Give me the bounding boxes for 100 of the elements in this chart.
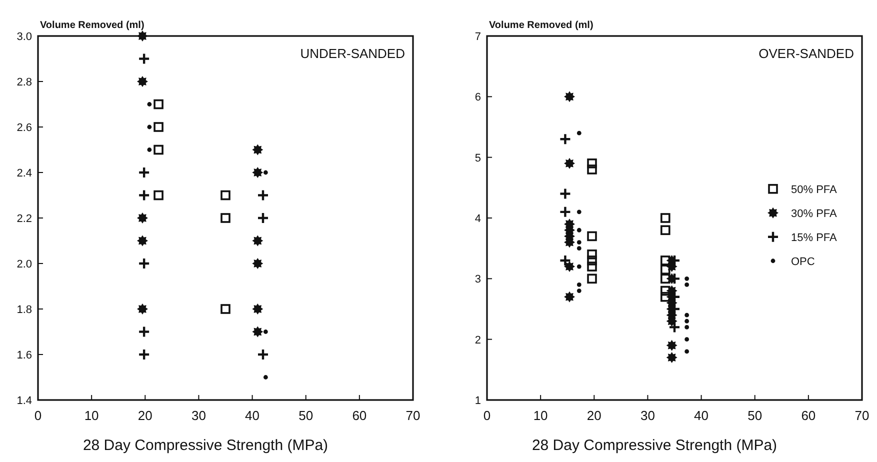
point	[660, 225, 670, 236]
point	[666, 261, 678, 272]
point	[576, 210, 582, 214]
x-tick-label: 70	[854, 408, 870, 423]
y-tick-label: 2.4	[16, 168, 32, 180]
point	[252, 304, 264, 314]
x-tick-label: 0	[483, 408, 491, 423]
point	[136, 235, 148, 246]
point	[263, 170, 268, 175]
y-axis-title: Volume Removed (ml)	[489, 20, 594, 31]
x-tick-label: 40	[694, 408, 709, 423]
point	[684, 349, 690, 354]
point	[684, 325, 690, 330]
y-tick-label: 5	[474, 152, 481, 164]
y-tick-label: 1	[474, 395, 481, 407]
point	[136, 76, 148, 87]
point	[559, 133, 572, 146]
point	[668, 321, 681, 334]
y-tick-label: 1.4	[16, 395, 32, 407]
point	[252, 144, 264, 156]
y-tick-label: 4	[474, 213, 481, 225]
point	[684, 312, 690, 318]
y-tick-label: 2	[474, 334, 481, 346]
point	[576, 130, 582, 136]
point	[587, 274, 597, 284]
point	[138, 257, 150, 270]
point	[263, 330, 268, 334]
point	[559, 206, 572, 218]
point	[138, 326, 150, 338]
y-tick-label: 3.0	[16, 31, 32, 43]
point	[576, 240, 582, 244]
point	[559, 254, 572, 267]
point	[138, 189, 150, 202]
x-tick-label: 0	[34, 408, 42, 423]
point	[576, 228, 582, 232]
point	[684, 318, 690, 324]
point	[252, 235, 264, 246]
point	[136, 304, 148, 314]
y-tick-label: 1.8	[16, 304, 32, 316]
point	[252, 167, 264, 178]
x-axis-title: 28 Day Compressive Strength (MPa)	[82, 437, 328, 454]
legend-label: OPC	[791, 256, 815, 268]
y-tick-label: 2.2	[16, 213, 32, 225]
point	[684, 276, 690, 281]
annotation: OVER-SANDED	[758, 46, 854, 61]
point	[660, 264, 670, 274]
point	[660, 256, 670, 266]
x-tick-label: 70	[406, 408, 420, 423]
point	[564, 91, 575, 102]
point	[220, 304, 230, 314]
x-tick-label: 60	[801, 408, 816, 423]
x-tick-label: 50	[298, 408, 314, 423]
y-tick-label: 2.6	[16, 122, 32, 134]
x-tick-label: 10	[533, 408, 548, 423]
x-tick-label: 40	[245, 408, 260, 423]
point	[587, 262, 597, 272]
point	[256, 212, 270, 224]
point	[587, 164, 597, 174]
point	[587, 231, 597, 242]
point	[564, 261, 575, 272]
point	[660, 286, 670, 296]
y-tick-label: 6	[474, 92, 481, 104]
point	[154, 99, 164, 110]
x-tick-label: 60	[352, 408, 367, 423]
point	[564, 158, 575, 169]
point	[138, 166, 150, 179]
point	[559, 188, 572, 200]
point	[576, 246, 582, 251]
y-tick-label: 2.8	[16, 76, 32, 88]
point	[138, 52, 150, 65]
point	[684, 337, 690, 342]
x-tick-label: 50	[748, 408, 762, 423]
point	[136, 212, 148, 224]
point	[576, 282, 582, 287]
point	[564, 236, 575, 248]
point	[666, 316, 678, 327]
point	[666, 352, 678, 364]
point	[154, 122, 164, 132]
point	[220, 190, 230, 200]
point	[564, 291, 575, 302]
point	[587, 158, 597, 168]
point	[263, 375, 268, 380]
legend-label: 30% PFA	[791, 208, 838, 220]
point	[220, 213, 230, 223]
x-tick-label: 20	[586, 408, 602, 423]
x-tick-label: 20	[138, 408, 152, 423]
point	[138, 348, 150, 361]
y-tick-label: 2.0	[16, 258, 32, 270]
legend-label: 15% PFA	[791, 232, 838, 244]
y-tick-label: 3	[474, 274, 481, 286]
x-tick-label: 30	[191, 408, 206, 423]
x-tick-label: 10	[84, 408, 99, 423]
legend-label: 50% PFA	[791, 184, 838, 196]
point	[684, 282, 690, 287]
point	[147, 124, 152, 130]
point	[154, 190, 164, 200]
point	[252, 258, 264, 269]
point	[587, 250, 597, 260]
y-axis-title: Volume Removed (ml)	[40, 20, 144, 31]
x-axis-title: 28 Day Compressive Strength (MPa)	[532, 437, 778, 454]
